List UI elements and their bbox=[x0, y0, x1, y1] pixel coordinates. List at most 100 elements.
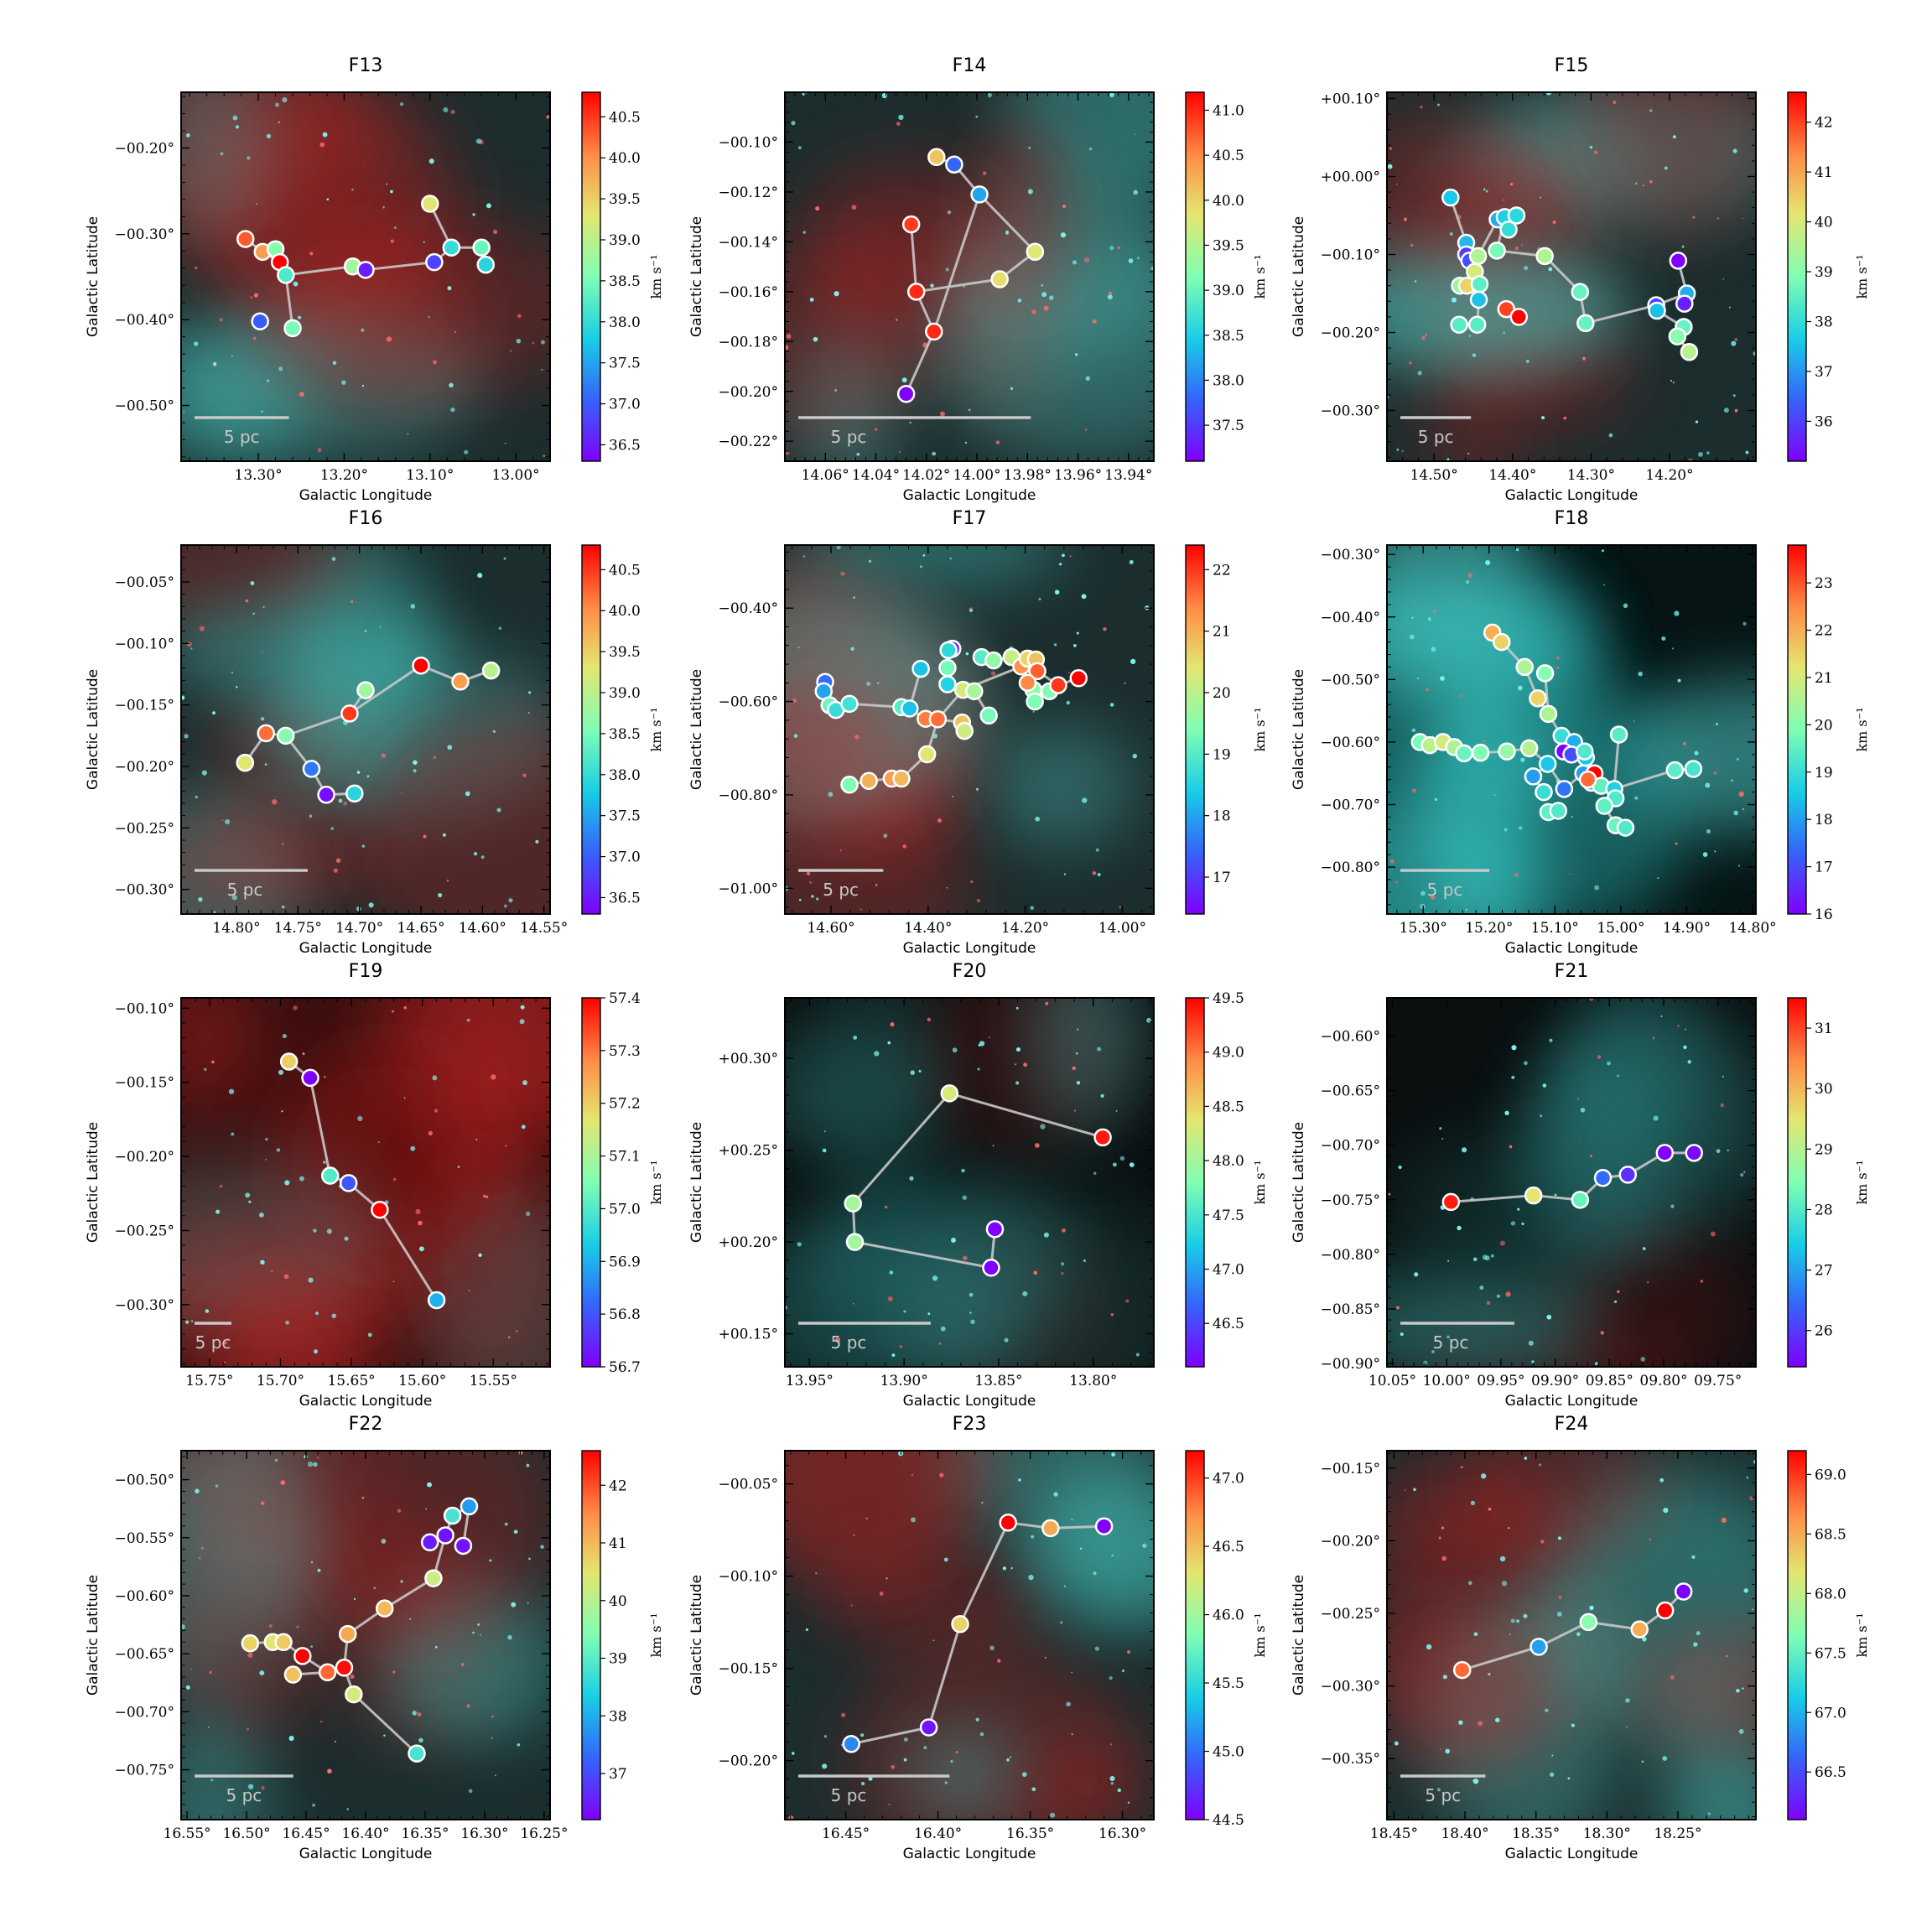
background-image bbox=[1387, 1451, 1756, 1820]
star bbox=[299, 392, 304, 397]
x-tick-label: 14.65° bbox=[397, 920, 444, 937]
star bbox=[1060, 232, 1067, 238]
star bbox=[930, 283, 934, 288]
star bbox=[525, 1211, 531, 1217]
x-tick-label: 14.80° bbox=[212, 920, 260, 937]
star bbox=[1043, 305, 1049, 311]
y-tick-label: −00.30° bbox=[115, 882, 174, 899]
star bbox=[1524, 266, 1529, 271]
star bbox=[969, 607, 973, 611]
y-tick-label: −00.20° bbox=[719, 384, 778, 401]
network-edge bbox=[1538, 1621, 1589, 1649]
nebula-blob bbox=[826, 998, 936, 1182]
y-tick-label: −00.75° bbox=[1321, 1192, 1380, 1209]
star bbox=[1074, 353, 1078, 356]
star bbox=[875, 884, 878, 886]
star bbox=[1009, 1756, 1011, 1758]
colorbar-tick-label: 38 bbox=[609, 1708, 627, 1725]
star bbox=[1395, 183, 1398, 185]
star bbox=[231, 1132, 235, 1136]
star bbox=[856, 453, 860, 456]
star bbox=[1129, 1162, 1135, 1168]
star bbox=[1483, 188, 1486, 191]
clump-marker bbox=[906, 283, 926, 301]
star bbox=[1004, 1337, 1009, 1343]
star bbox=[976, 898, 981, 903]
star bbox=[231, 895, 237, 901]
star bbox=[1514, 872, 1519, 878]
star bbox=[1049, 295, 1054, 300]
x-tick-label: 14.60° bbox=[807, 920, 854, 937]
star bbox=[326, 198, 330, 201]
star bbox=[1088, 147, 1093, 151]
star bbox=[851, 205, 857, 210]
panel-title: F16 bbox=[349, 508, 383, 529]
star bbox=[491, 1715, 494, 1718]
colorbar-tick-label: 57.1 bbox=[609, 1149, 641, 1166]
star bbox=[1479, 1285, 1484, 1291]
x-tick-label: 14.02° bbox=[902, 467, 950, 484]
scalebar-label: 5 pc bbox=[831, 1785, 867, 1805]
network-edge bbox=[948, 1092, 1104, 1139]
star bbox=[1053, 1492, 1058, 1497]
star bbox=[945, 267, 949, 272]
colorbar-label: km s⁻¹ bbox=[648, 707, 664, 751]
star bbox=[1438, 1536, 1441, 1540]
star bbox=[1420, 903, 1426, 910]
x-tick-label: 15.65° bbox=[327, 1373, 375, 1389]
x-axis-label: Galactic Longitude bbox=[299, 1846, 433, 1862]
x-tick-label: 10.05° bbox=[1368, 1373, 1416, 1389]
clump-marker bbox=[317, 785, 335, 804]
star bbox=[1640, 1357, 1646, 1362]
star bbox=[438, 892, 443, 898]
star bbox=[888, 1804, 891, 1805]
star bbox=[528, 691, 532, 694]
clump-marker bbox=[318, 1663, 337, 1682]
star bbox=[896, 319, 898, 321]
star bbox=[293, 281, 299, 287]
star bbox=[1504, 1110, 1509, 1116]
y-tick-label: +00.00° bbox=[1321, 169, 1380, 185]
panel-title: F17 bbox=[953, 508, 987, 529]
star bbox=[1021, 1772, 1027, 1777]
star bbox=[1432, 609, 1437, 613]
star bbox=[260, 717, 265, 721]
star bbox=[1653, 1115, 1659, 1121]
network-edge bbox=[285, 265, 353, 277]
star bbox=[232, 115, 238, 121]
star bbox=[361, 328, 365, 332]
clump-marker bbox=[1515, 657, 1534, 677]
x-tick-label: 13.96° bbox=[1054, 467, 1102, 484]
star bbox=[245, 1192, 251, 1198]
star bbox=[496, 808, 501, 813]
star bbox=[543, 454, 546, 457]
star bbox=[1696, 1631, 1701, 1636]
star bbox=[281, 905, 285, 909]
nebula-blob bbox=[1387, 1452, 1550, 1573]
y-tick-label: −00.15° bbox=[1321, 1461, 1380, 1478]
clump-marker bbox=[1571, 283, 1590, 301]
star bbox=[1734, 408, 1738, 413]
star bbox=[313, 1228, 317, 1233]
star bbox=[802, 231, 806, 234]
star bbox=[428, 315, 430, 319]
star bbox=[309, 252, 314, 256]
clump-marker bbox=[345, 1685, 363, 1704]
star bbox=[288, 1735, 294, 1742]
x-tick-label: 09.90° bbox=[1531, 1373, 1579, 1389]
colorbar-label: km s⁻¹ bbox=[1854, 254, 1870, 299]
star bbox=[1442, 1675, 1447, 1680]
star bbox=[1554, 1193, 1557, 1197]
star bbox=[434, 1109, 439, 1113]
star bbox=[1552, 220, 1556, 224]
star bbox=[798, 898, 802, 901]
x-tick-label: 16.30° bbox=[460, 1826, 508, 1842]
star bbox=[1685, 1028, 1687, 1031]
clump-marker bbox=[860, 771, 878, 791]
clump-marker bbox=[436, 1526, 454, 1545]
x-tick-label: 14.06° bbox=[802, 467, 849, 484]
star bbox=[876, 682, 880, 684]
star bbox=[853, 596, 855, 599]
star bbox=[1510, 1221, 1515, 1226]
star bbox=[1111, 1554, 1114, 1557]
